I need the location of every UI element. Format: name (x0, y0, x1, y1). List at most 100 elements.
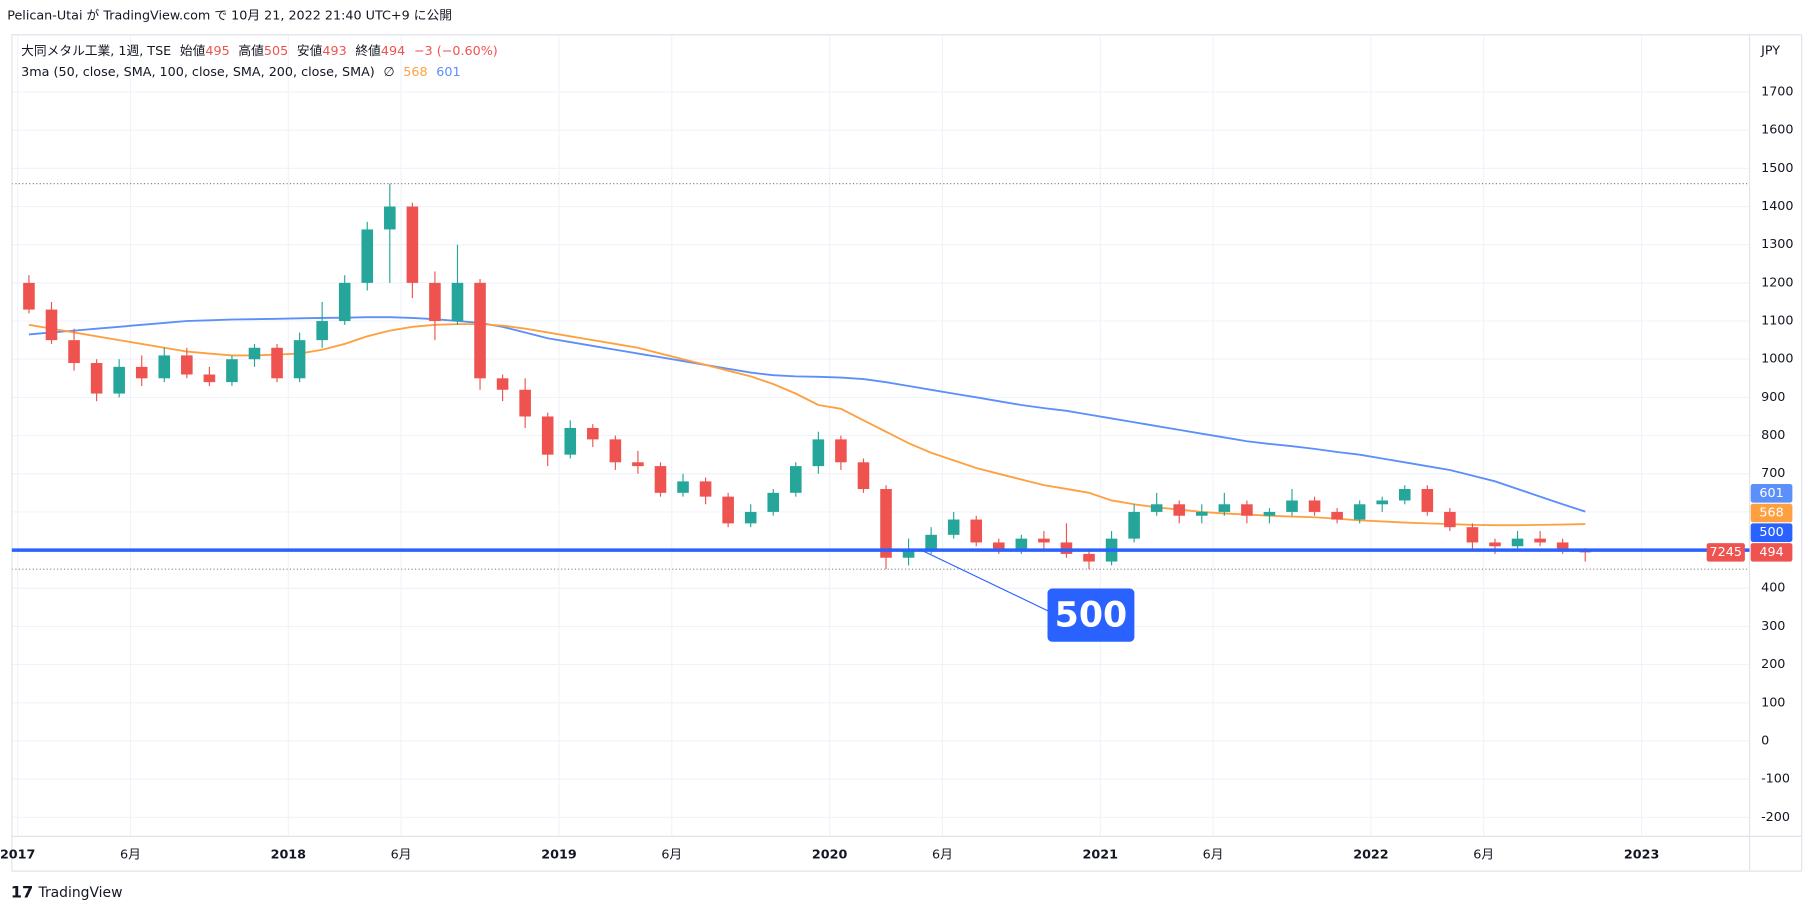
candle-body (496, 378, 509, 390)
low-value: 493 (322, 43, 346, 58)
x-tick-label: 6月 (932, 847, 953, 862)
indicator-empty: ∅ (383, 64, 394, 79)
brand: TradingView (38, 885, 123, 901)
y-tick-label: 100 (1761, 695, 1785, 710)
candle-body (1083, 553, 1095, 562)
candle-body (541, 416, 554, 455)
ma-value: 601 (436, 64, 460, 79)
close-value: 494 (381, 43, 405, 58)
y-tick-label: 1500 (1761, 161, 1793, 176)
volume-label-box (1706, 543, 1745, 562)
candle-body (1241, 504, 1253, 516)
logo-mark: 17 (11, 883, 34, 902)
candle-body (609, 439, 622, 463)
callout-pointer (920, 549, 1055, 615)
candle-body (519, 389, 531, 417)
candle-body (1173, 504, 1186, 516)
candle-body (1150, 504, 1163, 512)
candle-body (699, 481, 712, 497)
publish-note: Pelican-Utai が TradingView.com で 10月 21,… (7, 9, 452, 24)
candle-body (1511, 538, 1524, 547)
x-tick-label: 2022 (1353, 847, 1388, 862)
price-label-box (1750, 503, 1793, 523)
ma-line (28, 316, 1586, 513)
x-tick-label: 2020 (812, 847, 848, 862)
candle-body (812, 439, 825, 467)
candle-body (790, 466, 802, 493)
candle-body (947, 519, 960, 535)
high-label: 高値 (238, 42, 264, 58)
candle-body (1466, 527, 1479, 543)
x-tick-label: 2023 (1624, 847, 1659, 862)
candle-body (226, 359, 238, 383)
currency: JPY (1760, 43, 1780, 58)
candle-body (835, 439, 847, 463)
price-label-box (1750, 523, 1793, 542)
candle-body (1060, 542, 1073, 554)
candle-body (564, 427, 577, 455)
y-tick-label: 300 (1761, 619, 1785, 634)
x-tick-label: 2017 (0, 847, 35, 862)
candle-body (1376, 500, 1389, 505)
candle-body (677, 481, 689, 493)
candle-body (654, 466, 667, 493)
candle-body (902, 550, 915, 558)
candle-body (1308, 500, 1321, 512)
candle-body (1534, 538, 1546, 543)
candle-body (271, 347, 283, 379)
candle-body (45, 309, 58, 341)
candle-body (1128, 511, 1140, 539)
candle-body (744, 511, 757, 524)
candle-body (993, 542, 1005, 551)
price-label-box (1750, 484, 1793, 503)
price-label-box (1750, 543, 1793, 562)
y-tick-label: -200 (1761, 810, 1790, 825)
y-tick-label: 1100 (1761, 314, 1793, 329)
candle-body (1489, 542, 1501, 547)
y-tick-label: 1400 (1761, 199, 1793, 214)
candle-body (1286, 500, 1298, 512)
close-label: 終値 (355, 42, 381, 58)
candle-body (23, 282, 35, 310)
candle-body (1353, 504, 1366, 520)
price-label: 500 (1759, 525, 1783, 540)
ma-value: 568 (403, 64, 427, 79)
price-label: 568 (1759, 505, 1783, 520)
candle-body (1398, 489, 1411, 501)
y-tick-label: 400 (1761, 581, 1785, 596)
candle-body (90, 363, 103, 394)
candle-body (632, 462, 644, 467)
candle-body (970, 519, 983, 543)
x-tick-label: 6月 (120, 847, 141, 862)
y-tick-label: 700 (1761, 466, 1785, 481)
candle-body (1195, 511, 1208, 516)
candle-body (1263, 511, 1276, 516)
x-tick-label: 2019 (541, 847, 577, 862)
candle-body (1444, 511, 1456, 528)
x-tick-label: 6月 (1473, 847, 1494, 862)
candle-body (248, 347, 261, 360)
candle-body (293, 340, 306, 379)
candle-body (406, 206, 419, 283)
y-tick-label: 0 (1761, 733, 1769, 748)
candle-body (113, 366, 125, 394)
volume-label: 7245 (1710, 545, 1742, 560)
candle-body (203, 374, 216, 383)
y-tick-label: 1700 (1761, 85, 1793, 100)
y-tick-label: 900 (1761, 390, 1785, 405)
indicator-line: 3ma (50, close, SMA, 100, close, SMA, 20… (21, 64, 460, 79)
x-tick-label: 2021 (1083, 847, 1118, 862)
open-label: 始値 (180, 42, 206, 58)
y-tick-label: 1200 (1761, 275, 1793, 290)
ma-line (28, 323, 1586, 527)
price-label: 601 (1759, 486, 1783, 501)
candle-body (384, 206, 396, 230)
candle-body (1421, 489, 1434, 512)
candle-body (429, 282, 441, 322)
candle-body (1331, 511, 1343, 520)
y-tick-label: 1600 (1761, 123, 1793, 138)
candle-body (158, 355, 171, 379)
